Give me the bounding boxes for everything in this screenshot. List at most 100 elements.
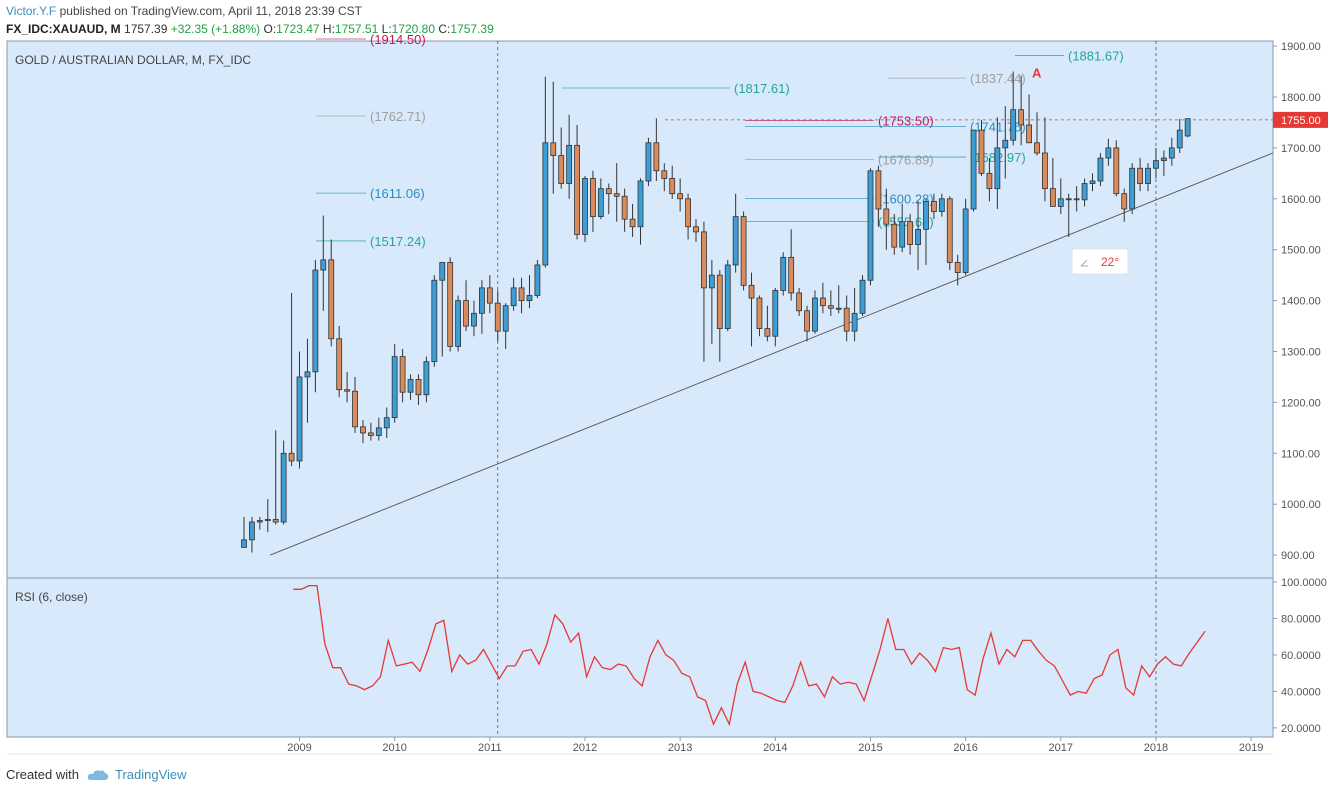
tradingview-link[interactable]: TradingView [114, 767, 187, 782]
candle-body [1176, 129, 1183, 149]
candle-body [1057, 198, 1064, 207]
trend-line [270, 152, 1274, 556]
time-tick-label: 2019 [1239, 742, 1263, 754]
marker-label-a: A [1032, 66, 1042, 81]
fib-level-label: (1676.89) [878, 153, 934, 168]
fib-level-label: (1881.67) [1068, 48, 1124, 63]
candle-body [931, 200, 937, 212]
fib-level-label: (1611.06) [370, 186, 425, 201]
candle-body [938, 198, 945, 212]
candle-body [304, 371, 311, 378]
candle-body [296, 376, 303, 462]
candle-body [756, 297, 763, 329]
candle-body [653, 142, 660, 172]
rsi-tick-label: 40.0000 [1281, 686, 1321, 698]
candle-body [804, 310, 810, 332]
author-link[interactable]: Victor.Y.F [6, 4, 57, 18]
rsi-line [293, 584, 1206, 727]
candle-body [1002, 139, 1009, 149]
candle-body [574, 144, 580, 235]
time-tick-label: 2009 [287, 742, 311, 754]
last-price: 1757.39 [124, 22, 168, 36]
ohlc-bar: FX_IDC:XAUAUD, M 1757.39 +32.35 (+1.88%)… [6, 22, 494, 36]
candle-body [280, 452, 287, 523]
high-label: H: [322, 22, 335, 36]
candle-body [859, 279, 866, 314]
candle-body [597, 188, 604, 218]
candle-body [645, 142, 652, 182]
candle-body [288, 452, 295, 462]
last-price-badge-label: 1755.00 [1281, 115, 1321, 127]
main-title: GOLD / AUSTRALIAN DOLLAR, M, FX_IDC [15, 53, 251, 67]
price-tick-label: 900.00 [1281, 550, 1315, 562]
candle-body [320, 259, 327, 271]
price-tick-label: 1100.00 [1281, 448, 1320, 460]
time-tick-label: 2017 [1049, 742, 1073, 754]
candle-body [558, 155, 565, 184]
candle-body [716, 274, 723, 329]
publish-info: Victor.Y.F published on TradingView.com,… [6, 4, 362, 18]
symbol-label[interactable]: FX_IDC:XAUAUD, M [6, 22, 121, 36]
candle-body [899, 221, 906, 248]
candle-body [835, 307, 842, 310]
candle-body [883, 208, 890, 225]
candle-body [1137, 167, 1143, 184]
candle-body [336, 338, 343, 391]
candle-body [1081, 183, 1088, 201]
candle-body [399, 356, 406, 393]
price-tick-label: 1700.00 [1281, 143, 1321, 155]
candle-body [344, 389, 350, 392]
candle-body [962, 208, 969, 273]
price-tick-label: 1500.00 [1281, 245, 1321, 257]
candle-body [1160, 157, 1167, 162]
candle-body [1010, 109, 1017, 141]
candle-body [780, 256, 787, 291]
rsi-tick-label: 100.0000 [1281, 577, 1327, 589]
candle-body [471, 312, 477, 327]
candle-body [1042, 152, 1048, 190]
price-tick-label: 1300.00 [1281, 346, 1321, 358]
angle-box [1071, 248, 1129, 275]
candle-body [256, 520, 263, 523]
candle-body [669, 178, 676, 195]
rsi-tick-label: 80.0000 [1281, 613, 1321, 625]
candle-body [526, 295, 533, 301]
high-value: 1757.51 [334, 22, 379, 36]
open-label: O: [263, 22, 277, 36]
candle-body [637, 180, 644, 228]
candle-body [954, 262, 961, 273]
candle-body [1129, 167, 1136, 210]
candle-body [249, 521, 255, 541]
candle-body [391, 356, 398, 419]
candle-body [510, 287, 517, 307]
candle-body [970, 129, 977, 210]
price-tick-label: 1900.00 [1281, 41, 1321, 53]
low-value: 1720.80 [391, 22, 436, 36]
candle-body [486, 287, 493, 304]
candle-body [843, 307, 850, 332]
candle-body [946, 198, 953, 263]
footer: Created with TradingView [6, 767, 187, 782]
candle-body [740, 216, 747, 286]
candle-body [272, 519, 279, 523]
candle-body [708, 274, 715, 289]
candle-body [1153, 160, 1159, 169]
candle-body [566, 144, 573, 184]
change-value: +32.35 (+1.88%) [170, 22, 261, 36]
fib-level-label: (1753.50) [878, 114, 934, 129]
published-text: published on TradingView.com, April 11, … [59, 4, 363, 18]
last-price-badge [1273, 111, 1328, 128]
candle-body [1049, 188, 1056, 207]
time-tick-label: 2010 [382, 742, 406, 754]
candle-body [978, 129, 985, 174]
candle-body [867, 170, 874, 281]
time-tick-label: 2012 [573, 742, 597, 754]
candle-body [812, 297, 818, 332]
fib-level-label: (1762.71) [370, 109, 426, 124]
close-value: 1757.39 [450, 22, 494, 36]
candle-body [431, 279, 438, 363]
time-tick-label: 2016 [953, 742, 977, 754]
candle-body [590, 178, 596, 218]
price-tick-label: 1800.00 [1281, 92, 1321, 104]
